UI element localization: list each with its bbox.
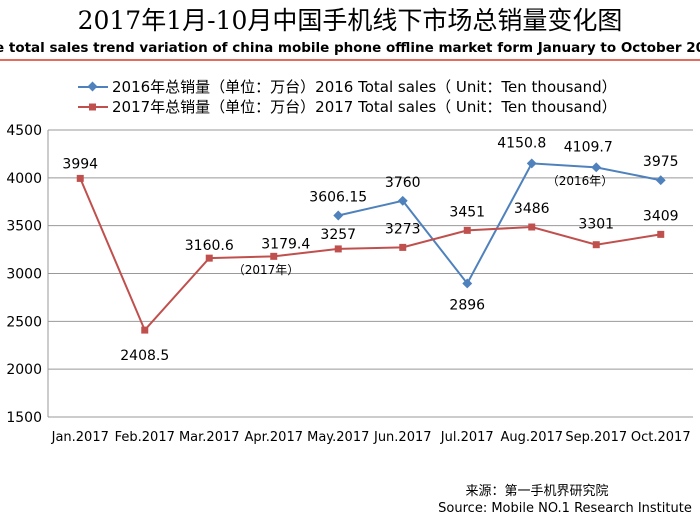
- point-marker: [333, 210, 344, 221]
- y-tick-label: 4000: [6, 171, 42, 187]
- series-line-1: [79, 178, 661, 332]
- x-tick-label: Sep.2017: [565, 430, 627, 445]
- point-marker: [76, 174, 84, 182]
- x-tick-label: Apr.2017: [244, 430, 303, 445]
- y-tick-label: 2500: [6, 314, 42, 330]
- legend-label-2017: 2017年总销量（单位：万台）2017 Total sales（ Unit：Te…: [112, 98, 617, 116]
- data-label: 3994: [62, 156, 98, 172]
- data-label: 3257: [320, 227, 356, 243]
- point-marker: [141, 326, 149, 334]
- point-marker: [205, 254, 213, 262]
- x-tick-label: Aug.2017: [500, 430, 563, 445]
- x-tick-label: Jan.2017: [51, 430, 109, 445]
- point-marker: [655, 175, 666, 186]
- data-label: 3301: [578, 217, 614, 233]
- x-tick-label: May.2017: [307, 430, 369, 445]
- legend-item-2017: 2017年总销量（单位：万台）2017 Total sales（ Unit：Te…: [78, 98, 617, 116]
- point-marker: [399, 243, 407, 251]
- data-label: 3409: [643, 208, 679, 224]
- data-label: 3760: [385, 175, 421, 191]
- annotation-2017: （2017年）: [233, 263, 300, 277]
- legend-label-2016: 2016年总销量（单位：万台）2016 Total sales（ Unit：Te…: [112, 78, 617, 96]
- data-label: 3486: [514, 201, 550, 217]
- x-axis-ticks: Jan.2017 Feb.2017 Mar.2017 Apr.2017 May.2017…: [51, 430, 691, 445]
- gridlines: [47, 129, 693, 418]
- y-tick-label: 4500: [6, 123, 42, 139]
- data-label: 3606.15: [309, 190, 367, 206]
- point-marker: [528, 223, 536, 231]
- data-label: 3273: [385, 221, 421, 237]
- point-marker: [526, 158, 537, 169]
- y-tick-label: 1500: [6, 410, 42, 426]
- point-marker: [591, 162, 602, 173]
- point-marker: [657, 230, 665, 238]
- x-tick-label: Jun.2017: [373, 430, 432, 445]
- x-tick-label: Oct.2017: [631, 430, 691, 445]
- x-tick-label: Mar.2017: [179, 430, 240, 445]
- series-layer: [76, 158, 666, 334]
- point-marker: [334, 245, 342, 253]
- data-label: 2408.5: [120, 348, 169, 364]
- y-tick-label: 3500: [6, 219, 42, 235]
- legend: 2016年总销量（单位：万台）2016 Total sales（ Unit：Te…: [78, 78, 617, 116]
- y-tick-label: 3000: [6, 267, 42, 283]
- data-labels: 3606.15 3760 2896 4150.8 4109.7 3975 3994 2408.…: [62, 135, 678, 364]
- data-label: 4109.7: [564, 139, 613, 155]
- data-label: 3451: [449, 204, 485, 220]
- point-marker: [397, 195, 408, 206]
- data-label: 3179.4: [261, 236, 310, 252]
- point-marker: [270, 252, 278, 260]
- legend-item-2016: 2016年总销量（单位：万台）2016 Total sales（ Unit：Te…: [78, 78, 617, 96]
- point-marker: [592, 241, 600, 249]
- data-label: 2896: [449, 297, 485, 313]
- annotation-2016: （2016年）: [547, 174, 614, 188]
- source-cn: 来源：第一手机界研究院: [465, 484, 608, 499]
- data-label: 3975: [643, 154, 679, 170]
- point-marker: [462, 278, 473, 289]
- chart-subtitle: The total sales trend variation of china…: [0, 40, 700, 56]
- x-tick-label: Feb.2017: [115, 430, 175, 445]
- y-axis-ticks: 1500 2000 2500 3000 3500 4000 4500: [6, 123, 42, 426]
- point-marker: [463, 226, 471, 234]
- y-tick-label: 2000: [6, 362, 42, 378]
- series-line-0: [338, 162, 661, 286]
- data-label: 4150.8: [497, 135, 546, 151]
- x-tick-label: Jul.2017: [440, 430, 494, 445]
- source-en: Source: Mobile NO.1 Research Institute: [438, 501, 692, 516]
- data-label: 3160.6: [185, 238, 234, 254]
- chart-title: 2017年1月-10月中国手机线下市场总销量变化图: [78, 6, 623, 35]
